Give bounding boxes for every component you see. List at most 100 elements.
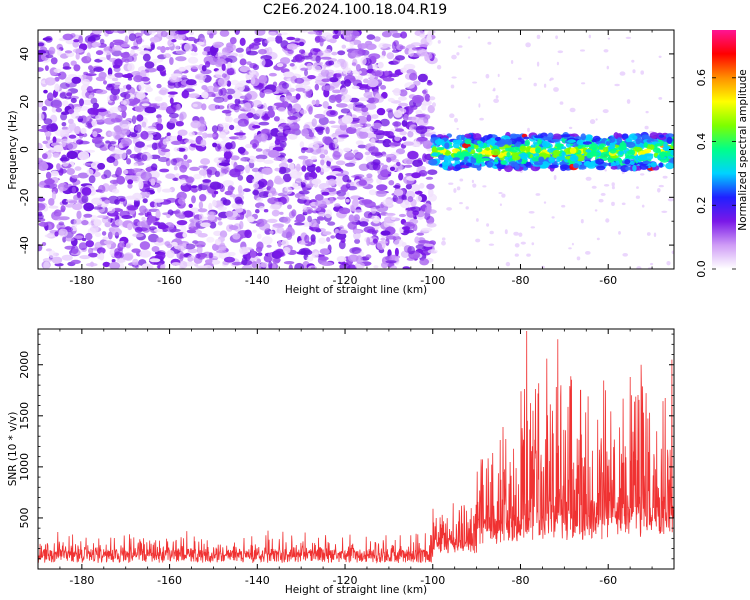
heatmap-cell bbox=[355, 140, 364, 146]
heatmap-cell bbox=[135, 141, 145, 148]
heatmap-cell bbox=[423, 243, 434, 247]
heatmap-cell bbox=[357, 50, 366, 55]
heatmap-cell bbox=[166, 135, 175, 141]
heatmap-cell bbox=[292, 183, 299, 188]
heatmap-cell bbox=[74, 166, 82, 171]
heatmap-cell bbox=[128, 33, 137, 42]
heatmap-cell bbox=[44, 234, 54, 238]
heatmap-cell bbox=[306, 164, 316, 173]
heatmap-cell bbox=[451, 54, 457, 60]
heatmap-cell bbox=[176, 220, 188, 226]
heatmap-cell bbox=[610, 165, 618, 170]
heatmap-cell bbox=[127, 223, 133, 231]
heatmap-cell bbox=[409, 125, 415, 130]
heatmap-cell bbox=[650, 262, 654, 266]
heatmap-cell bbox=[220, 87, 227, 96]
heatmap-cell bbox=[272, 263, 277, 269]
heatmap-cell bbox=[283, 216, 291, 224]
heatmap-cell bbox=[322, 101, 329, 109]
heatmap-cell bbox=[114, 72, 124, 78]
heatmap-cell bbox=[225, 115, 230, 123]
heatmap-cell bbox=[459, 202, 463, 205]
heatmap-cell bbox=[355, 64, 361, 72]
x-tick-label: -140 bbox=[245, 274, 270, 287]
heatmap-cell bbox=[341, 94, 352, 103]
heatmap-cell bbox=[314, 35, 321, 44]
heatmap-cell bbox=[269, 230, 274, 234]
heatmap-cell bbox=[188, 131, 195, 137]
heatmap-cell bbox=[384, 70, 389, 77]
heatmap-cell bbox=[243, 102, 252, 111]
heatmap-cell bbox=[390, 265, 397, 269]
heatmap-cell bbox=[324, 209, 333, 219]
heatmap-cell bbox=[549, 164, 559, 169]
heatmap-cell bbox=[181, 75, 188, 79]
heatmap-cell bbox=[226, 42, 234, 48]
heatmap-cell bbox=[625, 36, 632, 40]
heatmap-cell bbox=[448, 182, 454, 185]
heatmap-cell bbox=[525, 161, 532, 167]
heatmap-cell bbox=[519, 145, 527, 152]
heatmap-cell bbox=[140, 30, 145, 35]
heatmap-cell bbox=[229, 37, 237, 45]
heatmap-cell bbox=[142, 154, 148, 162]
heatmap-cell bbox=[163, 53, 172, 59]
heatmap-cell bbox=[244, 229, 252, 239]
heatmap-cell bbox=[80, 127, 87, 134]
heatmap-cell bbox=[454, 164, 463, 170]
heatmap-cell bbox=[77, 172, 89, 179]
heatmap-cell bbox=[465, 162, 473, 167]
heatmap-cell bbox=[294, 77, 305, 84]
heatmap-cell bbox=[424, 132, 433, 137]
heatmap-cell bbox=[347, 221, 358, 230]
heatmap-cell bbox=[235, 134, 247, 141]
heatmap-cell bbox=[218, 157, 227, 161]
heatmap-cell bbox=[349, 77, 356, 81]
heatmap-cell bbox=[206, 166, 217, 176]
heatmap-cell bbox=[329, 38, 337, 44]
heatmap-cell bbox=[602, 146, 609, 152]
heatmap-cell bbox=[571, 242, 574, 246]
heatmap-cell bbox=[73, 194, 79, 201]
heatmap-cell bbox=[251, 261, 258, 269]
heatmap-cell bbox=[596, 165, 606, 171]
heatmap-cell bbox=[395, 197, 404, 204]
x-tick-label: -140 bbox=[245, 574, 270, 587]
heatmap-cell bbox=[431, 152, 439, 157]
x-tick-label: -80 bbox=[511, 574, 529, 587]
heatmap-cell bbox=[351, 62, 357, 66]
heatmap-cell bbox=[245, 164, 251, 174]
heatmap-cell bbox=[605, 218, 610, 223]
heatmap-cell bbox=[279, 167, 291, 174]
heatmap-cell bbox=[370, 138, 376, 147]
heatmap-cell bbox=[168, 119, 179, 124]
heatmap-cell bbox=[86, 52, 91, 61]
heatmap-cell bbox=[538, 156, 545, 163]
heatmap-cell bbox=[650, 162, 657, 168]
heatmap-cell bbox=[341, 115, 353, 124]
heatmap-cell bbox=[185, 79, 197, 86]
heatmap-cell bbox=[480, 158, 491, 162]
heatmap-cell bbox=[402, 226, 411, 231]
heatmap-cell bbox=[283, 95, 295, 102]
heatmap-cell bbox=[126, 149, 132, 155]
heatmap-cell bbox=[188, 93, 200, 99]
heatmap-cell bbox=[586, 152, 594, 159]
heatmap-cell bbox=[279, 140, 287, 148]
heatmap-cell bbox=[475, 238, 481, 243]
heatmap-cell bbox=[380, 118, 390, 127]
y-tick-label: 1000 bbox=[18, 453, 31, 481]
heatmap-cell bbox=[212, 142, 218, 148]
heatmap-cell bbox=[151, 142, 158, 151]
y-tick-label: 0 bbox=[18, 146, 31, 153]
heatmap-cell bbox=[359, 221, 369, 227]
heatmap-cell bbox=[109, 141, 117, 145]
heatmap-cell bbox=[172, 177, 179, 181]
heatmap-cell bbox=[222, 199, 231, 206]
heatmap-cell bbox=[598, 198, 604, 203]
heatmap-cell bbox=[618, 231, 621, 235]
heatmap-cell bbox=[183, 43, 193, 52]
heatmap-cell bbox=[653, 152, 659, 157]
heatmap-cell bbox=[258, 121, 270, 126]
heatmap-cell bbox=[422, 89, 427, 94]
